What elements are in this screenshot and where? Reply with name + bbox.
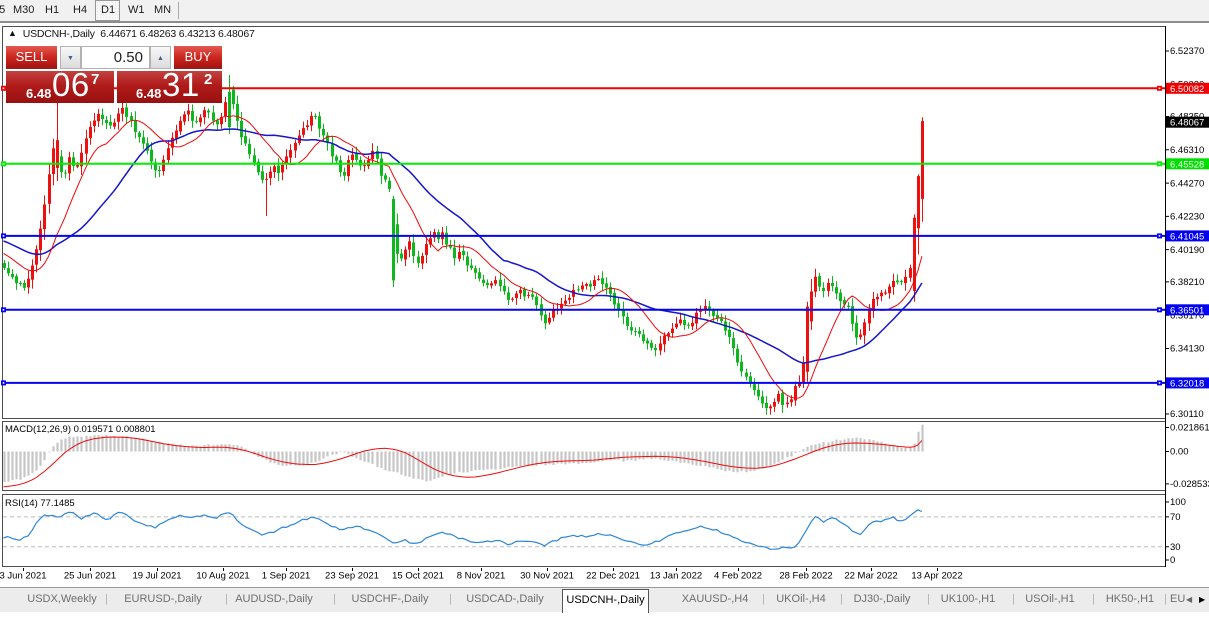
svg-text:28 Feb 2022: 28 Feb 2022 <box>779 571 832 582</box>
svg-text:1 Sep 2021: 1 Sep 2021 <box>262 571 311 582</box>
svg-text:-0.028533: -0.028533 <box>1170 479 1209 490</box>
svg-text:6.38210: 6.38210 <box>1170 277 1204 288</box>
svg-text:6.48067: 6.48067 <box>1170 118 1204 129</box>
svg-text:8 Nov 2021: 8 Nov 2021 <box>457 571 506 582</box>
svg-text:22 Dec 2021: 22 Dec 2021 <box>586 571 640 582</box>
svg-text:4 Feb 2022: 4 Feb 2022 <box>714 571 762 582</box>
svg-text:13 Jan 2022: 13 Jan 2022 <box>650 571 702 582</box>
svg-text:100: 100 <box>1170 497 1186 508</box>
svg-text:19 Jul 2021: 19 Jul 2021 <box>132 571 181 582</box>
svg-text:10 Aug 2021: 10 Aug 2021 <box>196 571 249 582</box>
svg-text:6.50082: 6.50082 <box>1170 84 1204 95</box>
svg-text:0.021861: 0.021861 <box>1170 423 1209 434</box>
svg-text:6.52370: 6.52370 <box>1170 46 1204 57</box>
svg-text:6.44270: 6.44270 <box>1170 178 1204 189</box>
svg-text:6.45528: 6.45528 <box>1170 159 1204 170</box>
svg-text:6.32018: 6.32018 <box>1170 378 1204 389</box>
svg-text:15 Oct 2021: 15 Oct 2021 <box>392 571 444 582</box>
svg-text:6.36170: 6.36170 <box>1170 310 1204 321</box>
svg-text:0: 0 <box>1170 555 1175 566</box>
svg-text:70: 70 <box>1170 512 1181 523</box>
svg-text:6.30110: 6.30110 <box>1170 409 1204 420</box>
svg-text:6.36501: 6.36501 <box>1170 305 1204 316</box>
svg-text:0.00: 0.00 <box>1170 447 1189 458</box>
svg-text:13 Apr 2022: 13 Apr 2022 <box>911 571 962 582</box>
svg-text:6.46310: 6.46310 <box>1170 145 1204 156</box>
svg-text:6.42230: 6.42230 <box>1170 212 1204 223</box>
svg-text:25 Jun 2021: 25 Jun 2021 <box>64 571 116 582</box>
svg-text:23 Sep 2021: 23 Sep 2021 <box>325 571 379 582</box>
svg-text:6.40190: 6.40190 <box>1170 245 1204 256</box>
svg-text:6.34130: 6.34130 <box>1170 344 1204 355</box>
svg-text:30 Nov 2021: 30 Nov 2021 <box>520 571 574 582</box>
svg-text:30: 30 <box>1170 542 1181 553</box>
svg-text:6.41045: 6.41045 <box>1170 231 1204 242</box>
svg-text:3 Jun 2021: 3 Jun 2021 <box>0 571 47 582</box>
svg-text:22 Mar 2022: 22 Mar 2022 <box>844 571 897 582</box>
